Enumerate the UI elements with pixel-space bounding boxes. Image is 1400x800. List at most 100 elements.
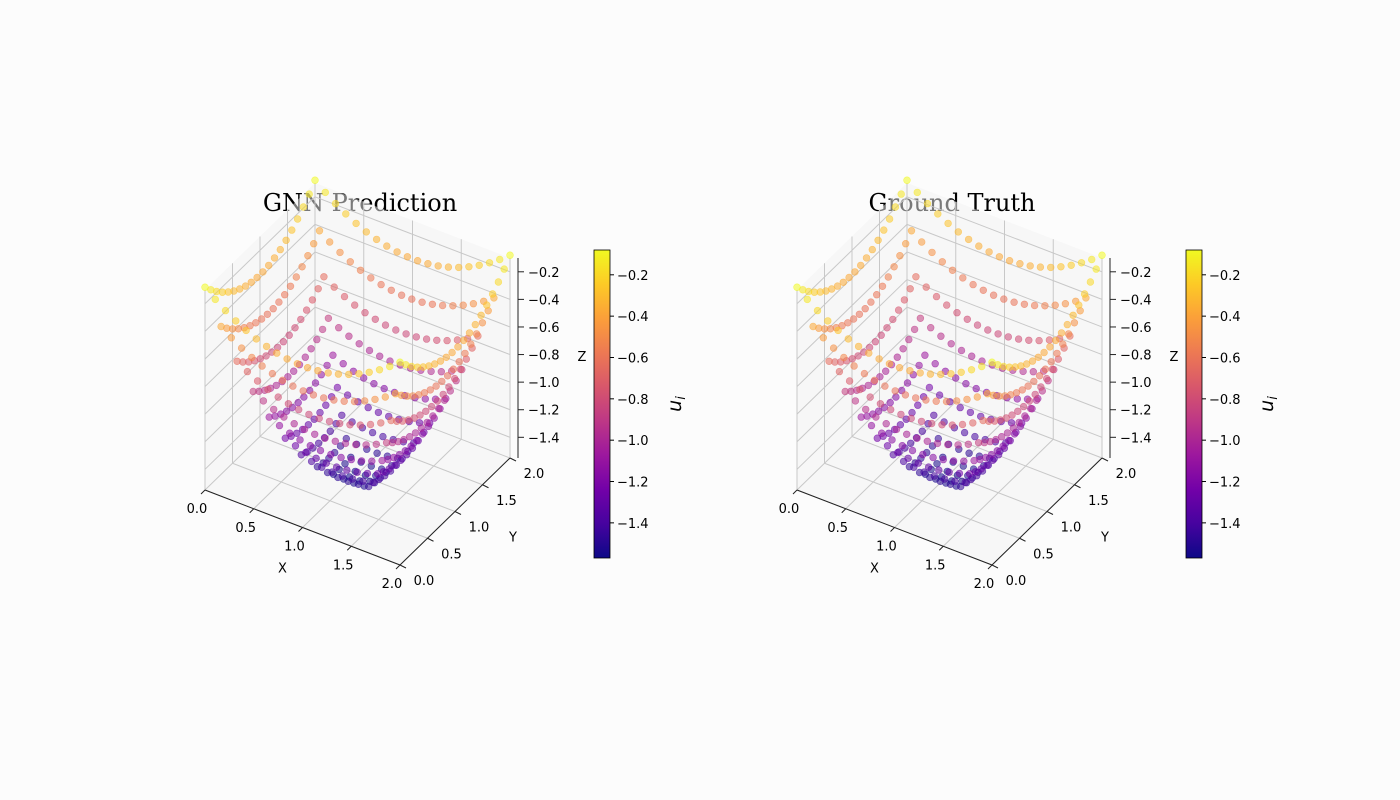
scatter-point — [885, 215, 894, 223]
scatter-point — [809, 322, 817, 331]
scatter-point — [276, 245, 284, 254]
z-axis-label: Z — [1170, 350, 1179, 365]
colorbar-tick-label: −0.4 — [617, 310, 649, 325]
scatter-point — [307, 345, 315, 353]
scatter-point — [386, 362, 394, 371]
scatter-point — [1028, 357, 1037, 365]
scatter-point — [887, 405, 895, 414]
scatter-point — [855, 310, 864, 318]
scatter-point — [330, 283, 338, 291]
scatter-point — [1025, 336, 1033, 344]
scatter-point — [311, 176, 319, 184]
scatter-point — [1008, 411, 1016, 419]
y-tick-label: 1.5 — [1088, 494, 1109, 509]
scatter-point — [891, 387, 899, 395]
scatter-point — [854, 352, 862, 360]
scatter-point — [926, 370, 935, 378]
x-tick-label: 1.0 — [284, 540, 305, 555]
scatter-point — [242, 326, 250, 335]
scatter-point — [845, 377, 854, 385]
scatter-point — [975, 242, 983, 250]
scatter-point — [372, 440, 380, 448]
scatter-point — [380, 384, 388, 393]
colorbar — [1185, 249, 1203, 559]
y-tick-mark — [427, 537, 434, 542]
scatter-point — [951, 477, 959, 485]
scatter-point — [994, 330, 1002, 338]
colorbar-tick-label: −0.4 — [1209, 310, 1241, 325]
scatter-point — [346, 258, 354, 266]
colorbar-tick-label: −0.8 — [617, 393, 649, 408]
scatter-point — [960, 428, 969, 437]
scatter-point — [326, 238, 334, 246]
scatter-point — [885, 429, 893, 437]
scatter-point — [884, 273, 892, 281]
scatter-point — [845, 273, 853, 282]
scatter-point — [335, 324, 343, 332]
scatter-point — [1016, 260, 1024, 268]
scatter-point — [264, 385, 272, 394]
scatter-point — [314, 367, 322, 375]
x-tick-mark — [890, 527, 895, 532]
scatter-point — [299, 387, 307, 395]
scatter-point — [459, 301, 467, 309]
z-tick-label: −0.2 — [528, 266, 560, 281]
scatter-point — [496, 255, 504, 264]
z-tick-label: −1.0 — [1120, 376, 1152, 391]
scatter-point — [873, 434, 881, 442]
x-tick-mark — [395, 564, 401, 570]
scatter-point — [439, 390, 447, 399]
scatter-point — [876, 373, 884, 381]
z-tick-label: −0.8 — [1120, 349, 1152, 364]
scatter-point — [906, 285, 914, 293]
scatter-point — [269, 305, 277, 313]
scatter-point — [333, 383, 342, 392]
scatter-point — [377, 280, 385, 289]
scatter-point — [1045, 336, 1054, 344]
scatter-point — [979, 416, 987, 425]
grid-line — [906, 196, 1103, 273]
y-tick-mark — [1074, 484, 1081, 489]
scatter-point — [345, 332, 353, 340]
scatter-point — [1092, 265, 1100, 273]
scatter-point — [935, 466, 943, 474]
colorbar-tick-label: −1.2 — [617, 476, 649, 491]
y-tick-mark — [1046, 511, 1054, 515]
scatter-point — [1021, 412, 1029, 420]
scatter-point — [331, 437, 339, 445]
scatter-point — [284, 373, 292, 381]
grid-line — [314, 306, 511, 383]
scatter-point — [302, 448, 310, 457]
scatter-point — [413, 436, 421, 445]
scatter-point — [351, 301, 359, 309]
scatter-point — [445, 383, 453, 391]
scatter-point — [353, 468, 361, 476]
scatter-point — [984, 326, 992, 334]
scatter-point — [971, 432, 979, 441]
scatter-point — [932, 292, 941, 301]
scatter-point — [840, 353, 848, 362]
scatter-point — [303, 364, 312, 372]
scatter-point — [313, 335, 321, 344]
scatter-point — [923, 437, 931, 445]
scatter-point — [237, 344, 246, 352]
scatter-point — [1026, 262, 1034, 270]
scatter-point — [1005, 436, 1013, 445]
scatter-point — [387, 416, 395, 425]
scatter-point — [937, 332, 945, 340]
scatter-point — [886, 398, 894, 407]
scatter-point — [1057, 263, 1065, 271]
scatter-point — [899, 345, 907, 353]
scatter-point — [233, 357, 241, 365]
scatter-point — [382, 439, 391, 447]
scatter-point — [397, 291, 406, 299]
scatter-point — [469, 300, 478, 308]
scatter-point — [841, 387, 849, 396]
scatter-point — [471, 320, 479, 329]
scatter-point — [914, 401, 922, 409]
scatter-point — [908, 446, 917, 455]
scatter-point — [305, 410, 313, 419]
scatter-point — [907, 414, 915, 423]
scatter-point — [372, 235, 381, 244]
